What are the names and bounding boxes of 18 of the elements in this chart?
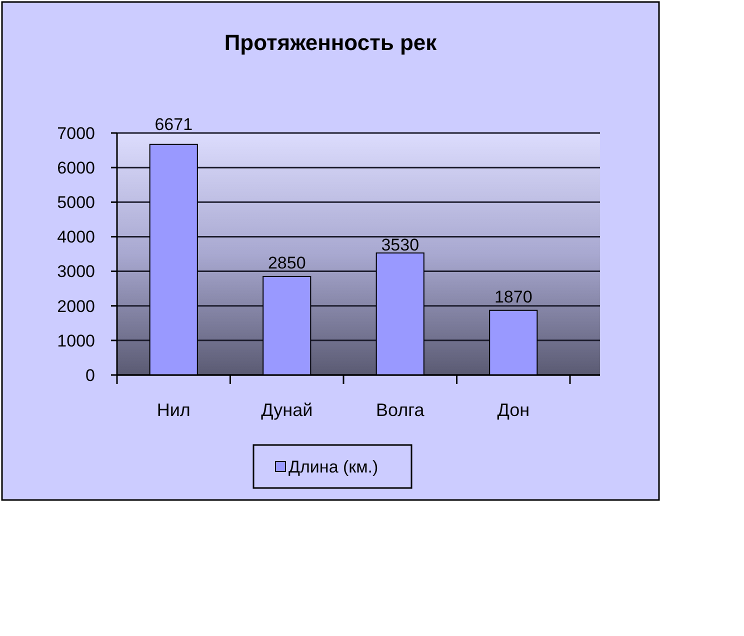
y-tick-label: 3000 <box>57 262 95 282</box>
data-label: 1870 <box>494 287 532 306</box>
chart-title: Протяженность рек <box>224 30 438 55</box>
y-tick-label: 7000 <box>57 124 95 143</box>
y-tick-label: 5000 <box>57 193 95 212</box>
y-tick-label: 1000 <box>57 331 95 350</box>
x-tick-label: Дон <box>497 400 530 420</box>
x-tick-label: Нил <box>156 400 190 420</box>
data-label: 6671 <box>154 115 193 134</box>
data-label: 3530 <box>381 236 420 255</box>
y-tick-label: 2000 <box>57 296 95 316</box>
y-tick-label: 0 <box>86 366 95 385</box>
x-tick-label: Волга <box>376 400 426 420</box>
legend-label: Длина (км.) <box>288 457 378 476</box>
y-tick-label: 6000 <box>57 158 95 178</box>
y-tick-label: 4000 <box>57 228 95 247</box>
data-label: 2850 <box>268 253 306 272</box>
x-tick-label: Дунай <box>261 400 313 420</box>
